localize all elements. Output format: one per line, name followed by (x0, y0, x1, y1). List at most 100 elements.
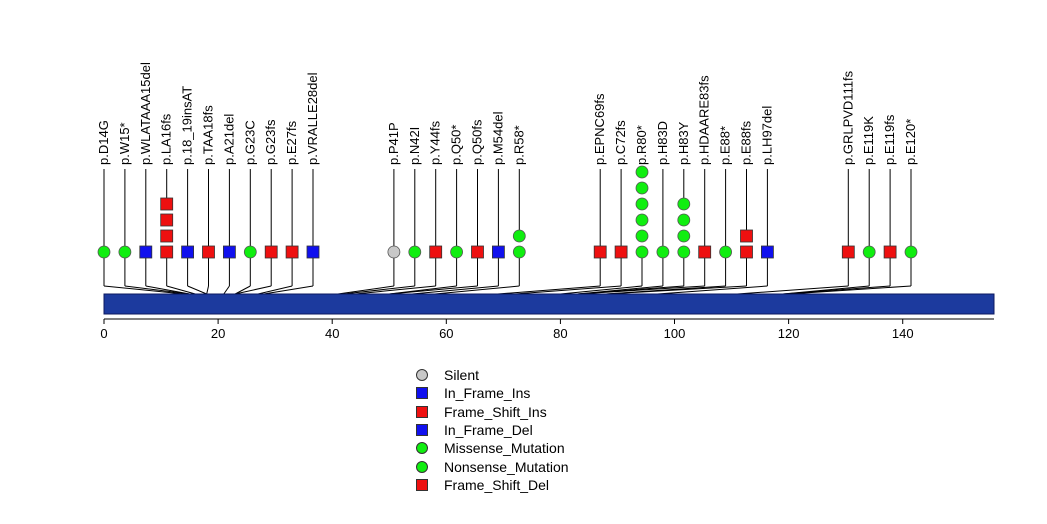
mutation-label: p.EPNC69fs (592, 93, 607, 165)
mutation-label: p.E120* (903, 119, 918, 165)
mutation-marker-square (698, 245, 712, 259)
mutation-label: p.VRALLE28del (305, 72, 320, 165)
mutation-marker-circle (635, 229, 649, 243)
mutation-marker-square (841, 245, 855, 259)
mutation-marker-circle (635, 213, 649, 227)
legend-label: Frame_Shift_Ins (444, 403, 547, 420)
legend-symbol (416, 442, 428, 455)
legend-label: Nonsense_Mutation (444, 458, 569, 475)
x-tick-label: 20 (211, 326, 225, 341)
mutation-label: p.A21del (221, 114, 236, 165)
x-tick-label: 100 (664, 326, 686, 341)
mutation-marker-circle (719, 245, 732, 259)
legend-label: Frame_Shift_Del (444, 476, 550, 493)
mutation-marker-circle (677, 213, 691, 227)
mutation-label: p.E88* (718, 126, 733, 165)
mutation-marker-square (285, 245, 299, 259)
stem-connector (223, 285, 230, 295)
stem-connector (434, 285, 520, 295)
legend-item: Silent (416, 366, 569, 384)
legend-item: Nonsense_Mutation (416, 457, 569, 475)
mutation-marker-circle (635, 245, 649, 259)
mutation-label: p.M54del (490, 111, 505, 165)
legend-item: Frame_Shift_Del (416, 476, 569, 494)
mutation-marker-square (761, 245, 774, 259)
x-axis: 0 20 40 60 80 100 120 140 (100, 318, 994, 341)
mutation-label: p.E119fs (882, 114, 897, 165)
mutation-marker-square (883, 245, 897, 259)
x-tick-label: 140 (892, 326, 914, 341)
stem-connector (788, 285, 912, 295)
legend-label: In_Frame_Ins (444, 385, 531, 402)
mutation-label: p.D14G (96, 120, 111, 165)
stem-connector (235, 285, 272, 295)
mutation-marker-circle (118, 245, 132, 259)
mutation-label: p.Y44fs (428, 120, 443, 165)
stem-connector (606, 285, 747, 295)
mutation-marker-square (139, 245, 153, 259)
x-tick-label: 120 (778, 326, 800, 341)
mutation-marker-circle (243, 245, 257, 259)
mutation-label: p.HDAARE83fs (697, 75, 712, 165)
stem-connector (737, 285, 849, 295)
mutation-marker-square (491, 245, 505, 259)
stem-connector (263, 285, 314, 295)
mutation-label: p.GRLPVD111fs (840, 70, 855, 165)
stem-connector (412, 285, 499, 295)
stem-connector (234, 285, 251, 295)
mutation-label: p.G23C (242, 120, 257, 165)
mutation-marker-square (306, 245, 320, 259)
stem-connector (497, 285, 601, 295)
mutation-marker-circle (97, 245, 111, 259)
mutation-label: p.Q50fs (470, 119, 485, 165)
mutation-label: p.TAA18fs (201, 105, 216, 165)
legend-symbol (416, 405, 428, 418)
connector-lines (103, 169, 912, 295)
legend-label: Silent (444, 367, 480, 384)
mutation-marker-square (181, 245, 195, 259)
mutation-marker-square (740, 245, 753, 259)
legend-symbol (416, 460, 428, 473)
mutation-label: p.G23fs (263, 119, 278, 165)
mutation-label: p.H83Y (676, 121, 691, 165)
stem-connector (103, 285, 184, 295)
mutation-marker-square (160, 213, 174, 227)
mutation-label: p.P41P (386, 122, 401, 165)
stem-connector (145, 285, 190, 295)
mutation-marker-square (614, 245, 628, 259)
stem-connector (343, 285, 415, 295)
mutation-label: p.Q50* (449, 125, 464, 165)
mutation-label: p.H83D (655, 121, 670, 165)
mutation-marker-circle (656, 245, 670, 259)
mutation-marker-square (740, 229, 753, 243)
mutation-marker-circle (677, 245, 691, 259)
stem-connector (187, 285, 207, 295)
mutation-marker-square (264, 245, 278, 259)
legend-item: Missense_Mutation (416, 439, 569, 457)
stem-connector (206, 285, 209, 295)
mutation-marker-square (160, 229, 174, 243)
mutation-marker-square (593, 245, 607, 259)
mutation-marker-square (471, 245, 484, 259)
x-tick-label: 40 (325, 326, 339, 341)
mutation-marker-circle (450, 245, 464, 259)
mutation-marker-circle (904, 245, 918, 259)
mutation-marker-square (202, 245, 215, 259)
mutation-label: p.WLATAAA15del (138, 62, 153, 165)
mutation-marker-square (429, 245, 443, 259)
mutation-marker-circle (635, 165, 649, 179)
mutation-marker-square (222, 245, 236, 259)
stem-connector (389, 285, 478, 295)
x-tick-label: 60 (439, 326, 453, 341)
stem-connector (337, 285, 394, 295)
stem-connector (166, 285, 196, 295)
mutation-label: p.R80* (634, 125, 649, 165)
stem-connector (514, 285, 622, 295)
stem-connector (782, 285, 891, 295)
mutation-label: p.E88fs (739, 120, 754, 165)
mutation-marker-circle (862, 245, 876, 259)
legend-symbol (416, 387, 428, 400)
mutation-label: p.LH97del (759, 106, 774, 165)
mutation-marker-circle (677, 229, 691, 243)
